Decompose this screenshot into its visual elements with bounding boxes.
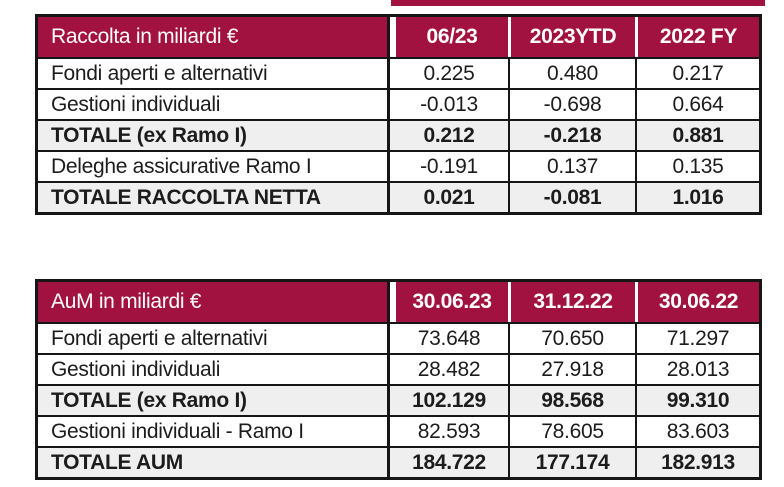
row-value: 102.129 <box>390 386 508 415</box>
row-value: 0.021 <box>390 183 508 212</box>
row-value: 71.297 <box>635 324 759 353</box>
table-row: Fondi aperti e alternativi 73.648 70.650… <box>38 322 759 353</box>
row-value: 184.722 <box>390 448 508 477</box>
table-row: Gestioni individuali 28.482 27.918 28.01… <box>38 353 759 384</box>
aum-header-row: AuM in miliardi € 30.06.23 31.12.22 30.0… <box>38 282 759 322</box>
table-row: Gestioni individuali -0.013 -0.698 0.664 <box>38 88 759 119</box>
row-value: 78.605 <box>508 417 635 446</box>
row-value: -0.698 <box>508 90 635 119</box>
table-row: Fondi aperti e alternativi 0.225 0.480 0… <box>38 57 759 88</box>
raccolta-table-title: Raccolta in miliardi € <box>38 17 390 57</box>
aum-column-header-1: 30.06.23 <box>390 282 508 322</box>
raccolta-table: Raccolta in miliardi € 06/23 2023YTD 202… <box>35 14 762 215</box>
raccolta-column-header-3: 2022 FY <box>635 17 759 57</box>
aum-column-header-2: 31.12.22 <box>508 282 635 322</box>
row-value: 0.881 <box>635 121 759 150</box>
row-value: 70.650 <box>508 324 635 353</box>
row-label: TOTALE (ex Ramo I) <box>38 121 390 150</box>
raccolta-header-row: Raccolta in miliardi € 06/23 2023YTD 202… <box>38 17 759 57</box>
row-label: TOTALE AUM <box>38 448 390 477</box>
table-row: Deleghe assicurative Ramo I -0.191 0.137… <box>38 150 759 181</box>
row-value: 73.648 <box>390 324 508 353</box>
row-value: -0.191 <box>390 152 508 181</box>
row-value: 0.480 <box>508 59 635 88</box>
table-row: TOTALE AUM 184.722 177.174 182.913 <box>38 446 759 477</box>
aum-table: AuM in miliardi € 30.06.23 31.12.22 30.0… <box>35 279 762 480</box>
raccolta-column-header-1: 06/23 <box>390 17 508 57</box>
table-row: TOTALE (ex Ramo I) 102.129 98.568 99.310 <box>38 384 759 415</box>
table-row: TOTALE RACCOLTA NETTA 0.021 -0.081 1.016 <box>38 181 759 212</box>
row-label: Gestioni individuali - Ramo I <box>38 417 390 446</box>
row-value: 0.137 <box>508 152 635 181</box>
row-value: 82.593 <box>390 417 508 446</box>
row-value: -0.218 <box>508 121 635 150</box>
table-row: Gestioni individuali - Ramo I 82.593 78.… <box>38 415 759 446</box>
row-value: 0.212 <box>390 121 508 150</box>
row-value: 1.016 <box>635 183 759 212</box>
row-value: 99.310 <box>635 386 759 415</box>
aum-table-body: Fondi aperti e alternativi 73.648 70.650… <box>38 322 759 477</box>
raccolta-table-body: Fondi aperti e alternativi 0.225 0.480 0… <box>38 57 759 212</box>
row-label: Gestioni individuali <box>38 90 390 119</box>
row-value: 27.918 <box>508 355 635 384</box>
row-value: -0.013 <box>390 90 508 119</box>
cropped-table-edge-strip <box>391 0 765 6</box>
row-value: 28.482 <box>390 355 508 384</box>
row-label: TOTALE (ex Ramo I) <box>38 386 390 415</box>
row-label: TOTALE RACCOLTA NETTA <box>38 183 390 212</box>
row-value: 98.568 <box>508 386 635 415</box>
row-value: 28.013 <box>635 355 759 384</box>
aum-column-header-3: 30.06.22 <box>635 282 759 322</box>
row-value: 182.913 <box>635 448 759 477</box>
table-row: TOTALE (ex Ramo I) 0.212 -0.218 0.881 <box>38 119 759 150</box>
raccolta-column-header-2: 2023YTD <box>508 17 635 57</box>
row-value: 0.135 <box>635 152 759 181</box>
row-value: 0.217 <box>635 59 759 88</box>
row-label: Fondi aperti e alternativi <box>38 59 390 88</box>
row-label: Deleghe assicurative Ramo I <box>38 152 390 181</box>
row-value: -0.081 <box>508 183 635 212</box>
row-value: 0.225 <box>390 59 508 88</box>
row-label: Fondi aperti e alternativi <box>38 324 390 353</box>
row-label: Gestioni individuali <box>38 355 390 384</box>
row-value: 83.603 <box>635 417 759 446</box>
aum-table-title: AuM in miliardi € <box>38 282 390 322</box>
row-value: 0.664 <box>635 90 759 119</box>
row-value: 177.174 <box>508 448 635 477</box>
